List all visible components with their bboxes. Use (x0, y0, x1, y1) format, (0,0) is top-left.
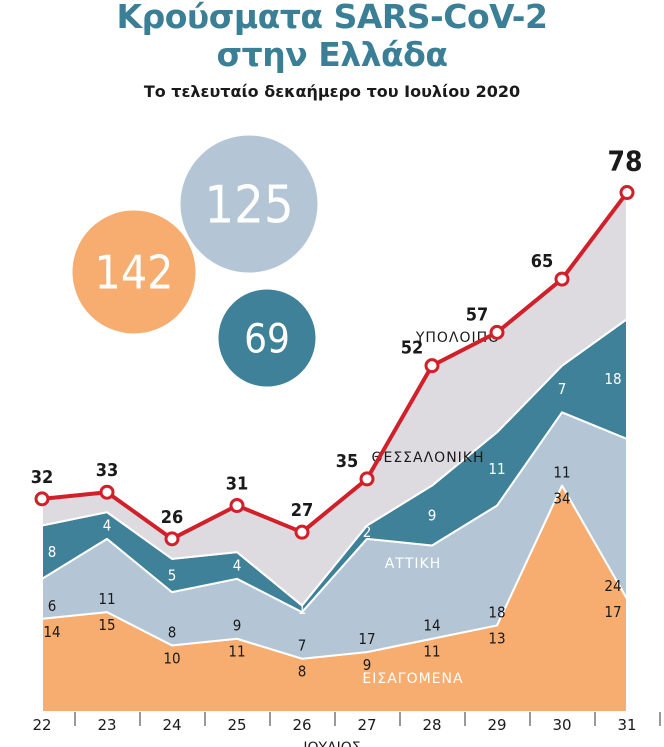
total-point (489, 324, 505, 340)
value-label-attica: 11 (98, 590, 115, 608)
total-label: 27 (291, 500, 314, 521)
value-label-attica: 17 (358, 630, 375, 648)
value-label-thessaloniki: 5 (168, 566, 177, 584)
total-label: 57 (466, 304, 489, 325)
value-label-thessaloniki: 2 (363, 523, 372, 541)
total-bubble (69, 207, 199, 337)
x-tick-label: 31 (617, 716, 636, 734)
value-label-thessaloniki: 4 (233, 556, 242, 574)
x-tick-label: 23 (97, 716, 116, 734)
x-tick-label: 28 (422, 716, 441, 734)
series-label-attica: ΑΤΤΙΚΗ (385, 556, 442, 572)
x-tick-label: 30 (552, 716, 571, 734)
total-point (619, 185, 635, 201)
total-label: 65 (531, 251, 554, 272)
total-bubble (177, 132, 321, 276)
total-point (99, 484, 115, 500)
total-label: 31 (226, 474, 249, 495)
series-label-thessaloniki: ΘΕΣΣΑΛΟΝΙΚΗ (371, 450, 484, 466)
value-label-thessaloniki: 11 (488, 460, 505, 478)
value-label-imported: 11 (423, 643, 440, 661)
x-tick-label: 27 (357, 716, 376, 734)
value-label-imported: 17 (604, 603, 621, 621)
total-point (164, 531, 180, 547)
value-label-thessaloniki: 4 (103, 517, 112, 535)
chart-title-line2: στην Ελλάδα (216, 35, 448, 74)
total-label: 32 (31, 467, 54, 488)
total-label: 52 (401, 338, 424, 359)
value-label-imported: 9 (363, 656, 372, 674)
value-label-attica: 9 (233, 617, 242, 635)
total-point (294, 524, 310, 540)
value-label-imported: 8 (298, 663, 307, 681)
value-label-imported: 14 (43, 623, 60, 641)
total-point (554, 271, 570, 287)
value-label-attica: 8 (168, 623, 177, 641)
value-label-thessaloniki: 9 (428, 507, 437, 525)
x-tick-label: 29 (487, 716, 506, 734)
total-bubble-value: 125 (204, 176, 293, 236)
total-label: 35 (336, 451, 359, 472)
total-label: 26 (161, 507, 184, 528)
value-label-attica: 7 (298, 637, 307, 655)
total-point (34, 491, 50, 507)
total-bubble (215, 286, 319, 390)
value-label-thessaloniki: 1 (298, 600, 307, 618)
series-label-imported: ΕΙΣΑΓΟΜΕΝΑ (362, 671, 463, 687)
total-bubble-value: 69 (244, 316, 290, 362)
value-label-thessaloniki: 8 (48, 543, 57, 561)
total-label: 33 (96, 460, 119, 481)
value-label-attica: 18 (488, 603, 505, 621)
value-label-imported: 34 (553, 490, 570, 508)
value-label-thessaloniki: 7 (558, 380, 567, 398)
value-label-imported: 13 (488, 629, 505, 647)
value-label-attica: 24 (604, 577, 621, 595)
value-label-imported: 15 (98, 616, 115, 634)
total-point (229, 498, 245, 514)
value-label-imported: 11 (228, 643, 245, 661)
total-bubble-value: 142 (95, 246, 174, 300)
chart-title-line1: Κρούσματα SARS-CoV-2 (116, 0, 548, 36)
total-label: 78 (607, 145, 642, 178)
value-label-thessaloniki: 18 (604, 370, 621, 388)
value-label-imported: 10 (163, 649, 180, 667)
x-tick-label: 24 (162, 716, 181, 734)
x-axis-label: ΙΟΥΛΙΟΣ (303, 740, 360, 747)
value-label-attica: 6 (48, 597, 57, 615)
x-tick-label: 26 (292, 716, 311, 734)
total-point (359, 471, 375, 487)
value-label-attica: 14 (423, 617, 440, 635)
value-label-attica: 11 (553, 464, 570, 482)
total-point (424, 358, 440, 374)
x-tick-label: 25 (227, 716, 246, 734)
total-line (41, 191, 629, 541)
chart-subtitle: Το τελευταίο δεκαήμερο του Ιουλίου 2020 (143, 82, 521, 101)
x-tick-label: 22 (32, 716, 51, 734)
